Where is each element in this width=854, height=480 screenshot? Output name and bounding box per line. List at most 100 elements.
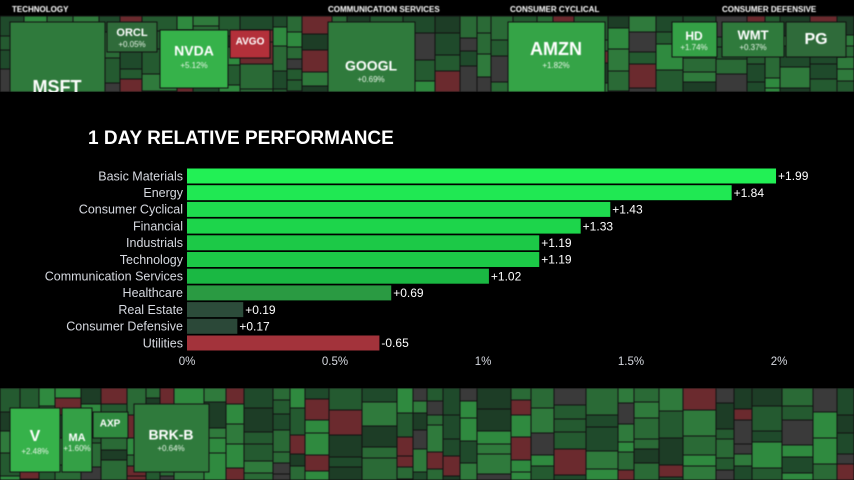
tile [476, 473, 512, 480]
sector-header: CONSUMER DEFENSIVE [722, 5, 817, 14]
tile [751, 430, 783, 443]
tile [145, 387, 161, 399]
tile [272, 88, 288, 93]
bar [187, 285, 392, 301]
tile [507, 21, 606, 93]
tile-change: +1.82% [542, 61, 569, 70]
tile [836, 68, 854, 82]
tile [361, 401, 398, 427]
tile [751, 387, 783, 407]
y-tick-label: Financial [133, 219, 183, 233]
tile [459, 462, 478, 480]
tile [585, 450, 619, 470]
tile [442, 414, 461, 440]
tile [476, 387, 512, 410]
tile [530, 387, 555, 409]
tile [304, 419, 330, 434]
y-tick-label: Industrials [126, 236, 183, 250]
tile [0, 475, 21, 480]
tile [553, 387, 587, 406]
tile [459, 400, 478, 419]
tile [243, 443, 274, 462]
tile [396, 412, 414, 438]
tile [836, 414, 854, 434]
y-tick-label: Consumer Cyclical [79, 203, 183, 217]
x-tick-label: 0% [179, 356, 196, 368]
tile [272, 462, 291, 475]
tile [781, 419, 814, 446]
tile [617, 423, 635, 443]
tile [361, 387, 398, 403]
tile [836, 56, 854, 70]
chart: 0% 0.5% 1% 1.5% 2% Basic Materials +1.99 Energy… [45, 168, 809, 368]
tile-label: AXP [100, 419, 121, 430]
bar [187, 235, 540, 251]
tile-change: +5.12% [180, 61, 207, 70]
tile [54, 387, 82, 399]
tile-label: PG [804, 31, 827, 48]
y-tick-label: Energy [143, 186, 183, 200]
tile [412, 412, 428, 431]
tile [126, 475, 147, 480]
tile [658, 437, 684, 466]
tile [459, 15, 478, 39]
tile [682, 435, 717, 456]
tile [272, 387, 291, 401]
tile [510, 399, 532, 416]
tile [530, 465, 555, 480]
tile [476, 430, 512, 445]
tile [617, 402, 635, 425]
tile [751, 467, 783, 480]
tile [530, 432, 555, 456]
tile [781, 472, 814, 480]
tile [785, 21, 847, 58]
tile [119, 68, 143, 80]
tile [715, 58, 748, 75]
tile [286, 90, 303, 93]
tile-label: MSFT [33, 77, 82, 97]
tile [585, 468, 619, 480]
tile [633, 462, 660, 480]
y-tick-label: Consumer Defensive [66, 320, 183, 334]
tile [434, 70, 461, 93]
tile [751, 405, 783, 432]
bar [187, 335, 380, 351]
tile [836, 432, 854, 455]
tile [412, 400, 428, 414]
tile [682, 81, 717, 93]
tile [733, 419, 753, 445]
tile-change: +0.05% [118, 40, 145, 49]
tile [272, 429, 291, 453]
tile [633, 401, 660, 419]
tile [100, 387, 128, 405]
tile [19, 387, 40, 410]
tile [628, 63, 657, 89]
x-tick-label: 0.5% [322, 356, 348, 368]
tile [617, 451, 635, 471]
tile [272, 399, 291, 415]
tile [9, 407, 61, 473]
tile [733, 387, 753, 410]
tile [239, 63, 274, 90]
tile [781, 405, 814, 421]
tile [225, 403, 245, 425]
y-tick-label: Technology [120, 253, 184, 267]
tile [434, 15, 461, 34]
tile [733, 443, 753, 455]
tile [812, 387, 838, 413]
value-label: -0.65 [381, 336, 409, 350]
tile-label: WMT [737, 27, 768, 42]
tile [289, 453, 306, 467]
tile-change: +2.48% [21, 447, 48, 456]
bar [187, 252, 540, 267]
tile [476, 32, 492, 55]
value-label: +1.99 [778, 169, 809, 183]
tile [361, 425, 398, 448]
tile [617, 441, 635, 453]
tile [836, 463, 854, 480]
tile [746, 81, 766, 93]
tile [304, 454, 330, 472]
tile [229, 29, 271, 59]
tile [434, 54, 461, 72]
tile [412, 471, 428, 480]
